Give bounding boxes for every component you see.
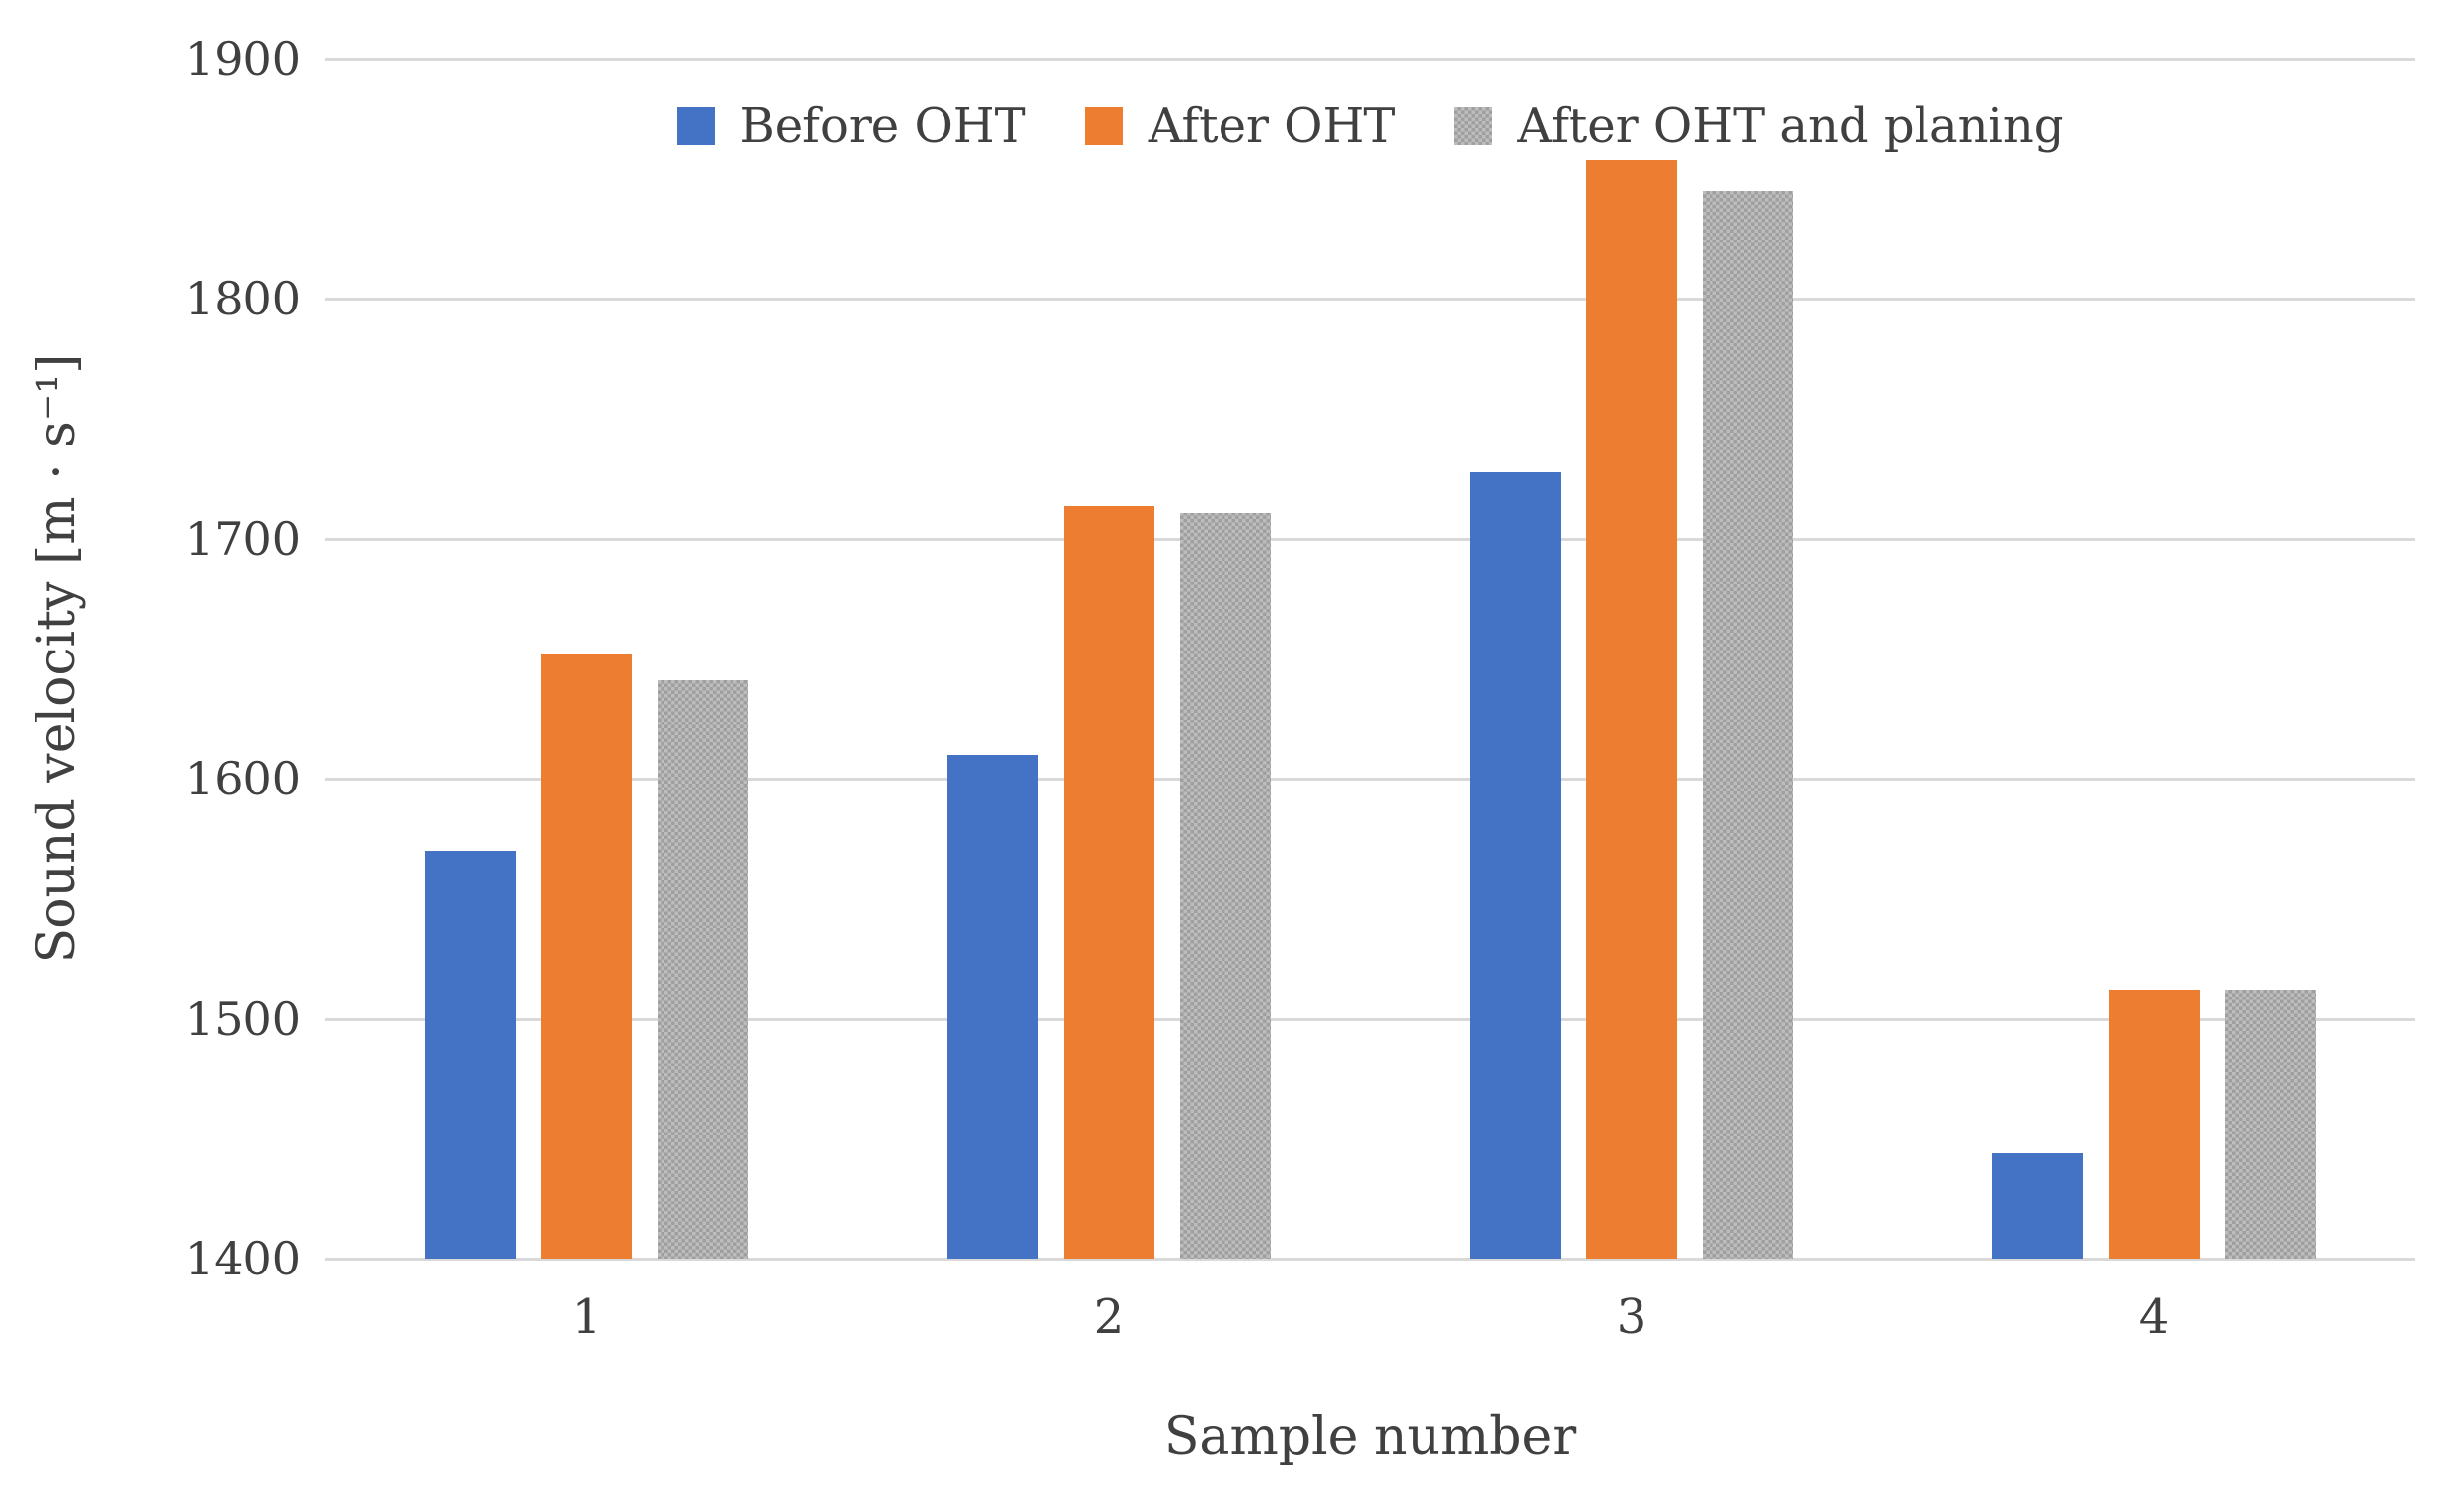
x-tick-label: 2 — [1093, 1289, 1125, 1344]
legend-swatch — [1454, 107, 1493, 145]
bar — [2109, 990, 2200, 1259]
x-tick-label: 3 — [1616, 1289, 1647, 1344]
y-tick-label: 1500 — [184, 992, 301, 1046]
gridline — [325, 1258, 2415, 1261]
y-tick-label: 1600 — [184, 752, 301, 806]
legend-label: Before OHT — [739, 99, 1026, 154]
legend-swatch — [676, 107, 715, 145]
legend-swatch — [1084, 107, 1123, 145]
y-tick-label: 1800 — [184, 272, 301, 326]
y-tick-label: 1400 — [184, 1232, 301, 1285]
y-tick-label: 1900 — [184, 33, 301, 86]
y-tick-label: 1700 — [184, 512, 301, 566]
gridline — [325, 537, 2415, 541]
y-axis-title: Sound velocity [m · s⁻¹] — [28, 353, 87, 964]
legend-label: After OHT — [1148, 99, 1396, 154]
legend-label: After OHT and planing — [1517, 99, 2064, 154]
x-tick-label: 4 — [2138, 1289, 2170, 1344]
gridline — [325, 1017, 2415, 1021]
legend-item: After OHT and planing — [1454, 99, 2064, 154]
legend-item: Before OHT — [676, 99, 1026, 154]
bar — [1703, 190, 1793, 1259]
bar — [2225, 990, 2316, 1259]
x-axis-title: Sample number — [1163, 1408, 1577, 1467]
gridline — [325, 778, 2415, 782]
plot-area: Before OHT After OHT After OHT and planing — [325, 58, 2415, 1261]
bar — [947, 754, 1038, 1259]
bar — [1992, 1152, 2083, 1259]
bar — [1180, 513, 1271, 1259]
legend-item: After OHT — [1084, 99, 1396, 154]
bar — [1470, 471, 1561, 1259]
legend: Before OHT After OHT After OHT and planing — [325, 99, 2415, 154]
bar — [1586, 160, 1677, 1259]
x-tick-label: 1 — [571, 1289, 602, 1344]
gridline — [325, 298, 2415, 302]
bar — [541, 653, 632, 1259]
bar — [658, 680, 748, 1259]
bar — [1064, 505, 1154, 1259]
gridline — [325, 58, 2415, 61]
bar — [425, 851, 516, 1259]
